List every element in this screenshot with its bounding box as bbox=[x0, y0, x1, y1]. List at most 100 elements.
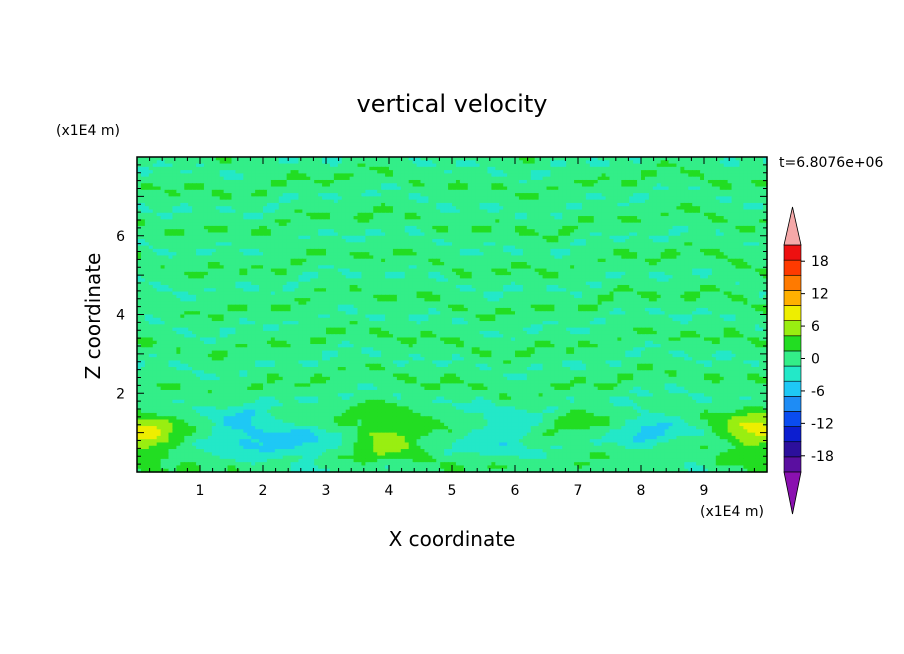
field-cell bbox=[743, 219, 748, 224]
field-cell bbox=[314, 163, 319, 168]
field-cell bbox=[412, 160, 418, 165]
field-cell bbox=[719, 235, 725, 240]
field-cell bbox=[298, 202, 303, 207]
field-cell bbox=[747, 245, 752, 250]
field-cell bbox=[581, 199, 587, 204]
field-cell bbox=[522, 193, 528, 197]
field-cell bbox=[723, 206, 729, 211]
field-cell bbox=[373, 193, 378, 197]
field-cell bbox=[601, 170, 607, 175]
field-cell bbox=[274, 225, 280, 230]
field-cell bbox=[495, 170, 500, 175]
field-cell bbox=[341, 245, 347, 250]
field-cell bbox=[601, 248, 607, 253]
field-cell bbox=[676, 186, 681, 191]
field-cell bbox=[570, 202, 575, 207]
field-cell bbox=[554, 183, 559, 188]
field-cell bbox=[550, 160, 555, 165]
field-cell bbox=[440, 216, 445, 220]
field-cell bbox=[444, 219, 449, 224]
field-cell bbox=[385, 170, 390, 175]
field-cell bbox=[396, 163, 402, 168]
field-cell bbox=[294, 176, 300, 181]
field-cell bbox=[389, 206, 394, 211]
field-cell bbox=[408, 166, 414, 171]
field-cell bbox=[203, 209, 209, 214]
field-cell bbox=[274, 255, 280, 260]
field-cell bbox=[664, 242, 670, 247]
field-cell bbox=[164, 258, 170, 263]
field-cell bbox=[203, 212, 209, 217]
field-cell bbox=[503, 166, 508, 171]
field-cell bbox=[274, 183, 280, 188]
field-cell bbox=[416, 173, 422, 178]
field-cell bbox=[463, 189, 469, 194]
field-cell bbox=[357, 235, 363, 240]
field-cell bbox=[495, 160, 500, 165]
field-cell bbox=[361, 219, 366, 224]
field-cell bbox=[400, 245, 406, 250]
field-cell bbox=[735, 222, 741, 227]
field-cell bbox=[294, 229, 300, 234]
field-cell bbox=[302, 248, 307, 253]
field-cell bbox=[711, 193, 717, 197]
field-cell bbox=[428, 176, 433, 181]
field-cell bbox=[184, 202, 189, 207]
field-cell bbox=[676, 160, 681, 165]
field-cell bbox=[558, 196, 563, 201]
field-cell bbox=[298, 176, 303, 181]
field-cell bbox=[373, 189, 378, 194]
field-cell bbox=[625, 222, 630, 227]
field-cell bbox=[381, 242, 386, 247]
field-cell bbox=[546, 212, 552, 217]
field-cell bbox=[715, 219, 721, 224]
field-cell bbox=[664, 202, 670, 207]
field-cell bbox=[593, 235, 599, 240]
field-cell bbox=[263, 245, 268, 250]
field-cell bbox=[400, 209, 406, 214]
field-cell bbox=[700, 157, 705, 161]
field-cell bbox=[436, 179, 441, 184]
field-cell bbox=[333, 163, 339, 168]
field-cell bbox=[164, 157, 170, 161]
field-cell bbox=[392, 176, 398, 181]
field-cell bbox=[223, 196, 229, 201]
field-cell bbox=[578, 157, 583, 161]
field-cell bbox=[538, 183, 544, 188]
field-cell bbox=[227, 222, 233, 227]
field-cell bbox=[326, 199, 331, 204]
field-cell bbox=[392, 239, 398, 243]
field-cell bbox=[747, 166, 752, 171]
field-cell bbox=[333, 202, 339, 207]
field-cell bbox=[515, 252, 520, 257]
field-cell bbox=[550, 222, 555, 227]
field-cell bbox=[692, 193, 697, 197]
field-cell bbox=[467, 166, 473, 171]
field-cell bbox=[759, 163, 764, 168]
field-cell bbox=[274, 206, 280, 211]
field-cell bbox=[200, 216, 205, 220]
field-cell bbox=[298, 232, 303, 237]
field-cell bbox=[247, 199, 252, 204]
field-cell bbox=[507, 157, 512, 161]
field-cell bbox=[463, 209, 469, 214]
field-cell bbox=[743, 235, 748, 240]
field-cell bbox=[164, 245, 170, 250]
field-cell bbox=[314, 196, 319, 201]
field-cell bbox=[302, 235, 307, 240]
field-cell bbox=[377, 245, 382, 250]
field-cell bbox=[404, 242, 410, 247]
field-cell bbox=[156, 212, 162, 217]
field-cell bbox=[475, 193, 481, 197]
field-cell bbox=[578, 235, 583, 240]
field-cell bbox=[479, 212, 485, 217]
field-cell bbox=[140, 176, 146, 181]
field-cell bbox=[408, 193, 414, 197]
field-cell bbox=[479, 225, 485, 230]
field-cell bbox=[140, 235, 146, 240]
field-cell bbox=[479, 242, 485, 247]
field-cell bbox=[192, 157, 197, 161]
field-cell bbox=[719, 209, 725, 214]
field-cell bbox=[392, 229, 398, 234]
field-cell bbox=[463, 193, 469, 197]
